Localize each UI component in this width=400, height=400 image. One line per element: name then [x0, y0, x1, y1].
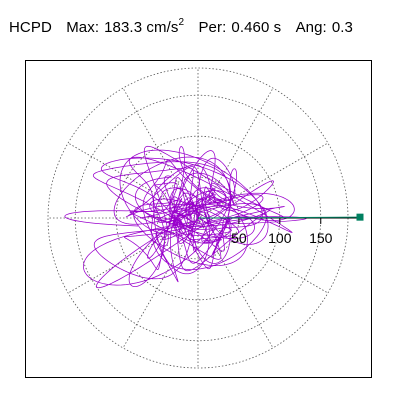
grid-spoke-330 — [197, 217, 329, 294]
orbit-path — [64, 145, 307, 289]
orbit-trace — [64, 145, 307, 289]
max-label: Max: — [66, 19, 100, 36]
station-name: HCPD — [9, 19, 52, 36]
angle-label: Ang: — [295, 19, 327, 36]
max-unit-exponent: 2 — [178, 17, 185, 28]
grid-spoke-300 — [197, 217, 274, 349]
max-unit: cm/s — [146, 19, 179, 36]
peak-marker — [356, 213, 364, 221]
period-label: Per: — [198, 19, 227, 36]
chart-title: HCPD Max: 183.3 cm/s2 Per: 0.460 s Ang: 0.3 — [9, 17, 353, 36]
grid-spoke-120 — [122, 87, 199, 219]
angle-value: 0.3 — [331, 19, 353, 36]
axis-tick-label-100: 100 — [268, 230, 292, 246]
axis-tick-label-50: 50 — [231, 230, 247, 246]
period-value: 0.460 s — [231, 19, 282, 36]
plot-frame — [25, 60, 372, 378]
max-value: 183.3 — [104, 19, 143, 36]
axis-tick-label-150: 150 — [309, 230, 333, 246]
peak-vector — [197, 213, 364, 221]
peak-line — [197, 216, 361, 219]
